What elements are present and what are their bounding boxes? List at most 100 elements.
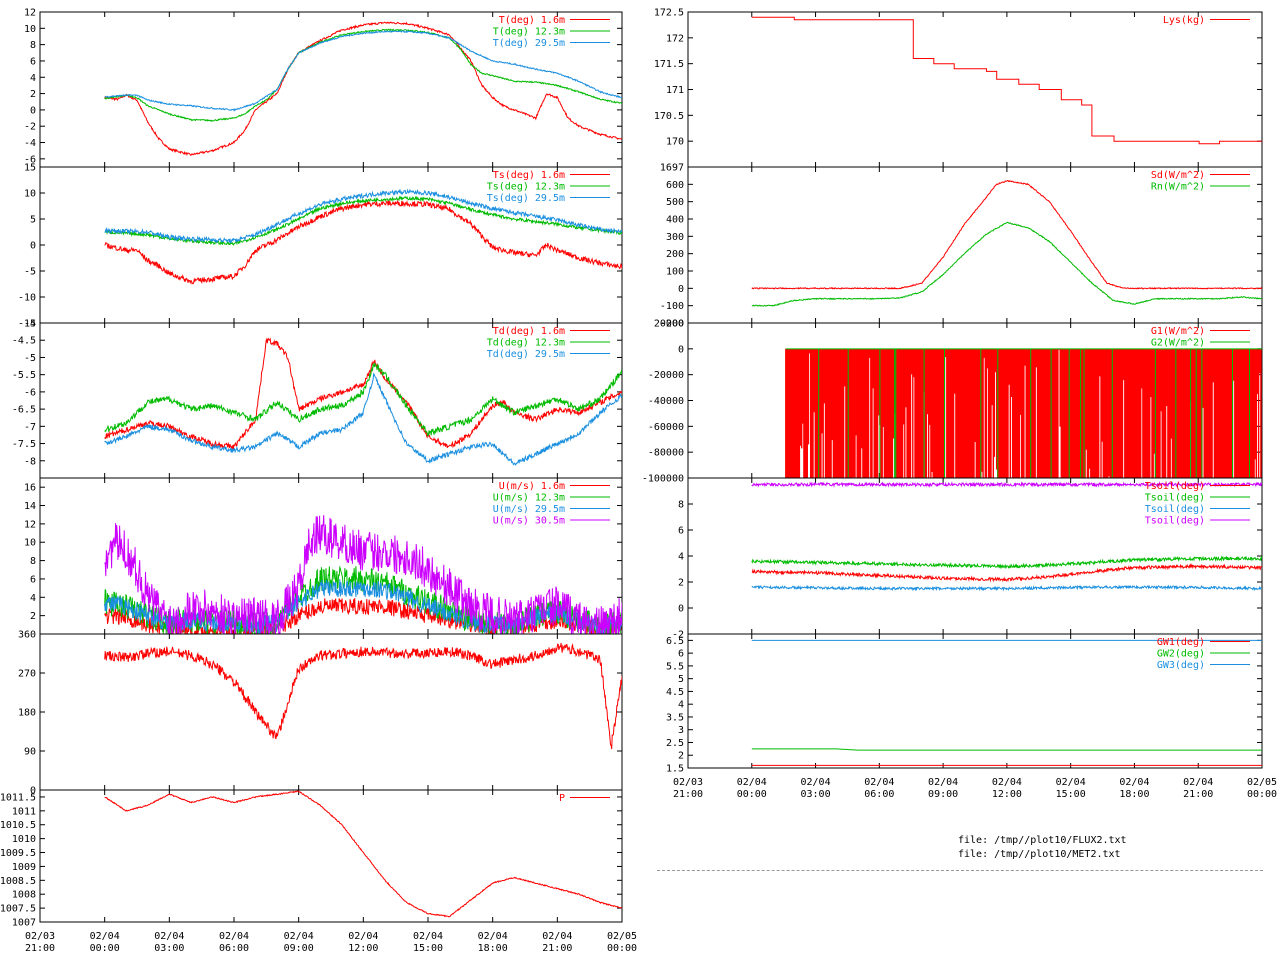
y-tick-label: -40000	[648, 396, 684, 407]
legend-label: Ts(deg) 1.6m	[493, 170, 565, 181]
panel-1: -6 -4 -2 0 2 4 6 8 10 12 T(deg) 1.6mT(deg) 12.3mT(…	[24, 8, 623, 168]
x-tick-label-date: 02/04	[219, 931, 249, 942]
y-tick-label: 6	[678, 526, 684, 537]
legend-label: Td(deg) 1.6m	[493, 326, 565, 337]
panel-frame	[687, 633, 1263, 769]
y-tick-label: 6.5	[666, 636, 684, 647]
y-tick-label: 0	[678, 344, 684, 355]
x-tick-label-date: 02/05	[607, 931, 637, 942]
y-tick-label: 15	[24, 163, 36, 174]
series-line-blue	[751, 584, 1262, 592]
y-tick-label: 4	[30, 73, 36, 84]
y-tick-label: -2	[24, 122, 36, 133]
y-tick-label: 8	[30, 40, 36, 51]
series-line-green	[104, 361, 622, 437]
y-tick-label: 4	[678, 552, 684, 563]
y-tick-label: 0	[678, 284, 684, 295]
y-tick-label: 1.5	[666, 764, 684, 775]
y-tick-label: -10	[18, 293, 36, 304]
y-tick-label: -15	[18, 319, 36, 330]
y-tick-label: 200	[666, 249, 684, 260]
x-tick-label-time: 00:00	[90, 943, 120, 954]
panel-5: 0 90 180 270 360	[18, 630, 623, 797]
x-tick-label-date: 02/04	[90, 931, 120, 942]
y-tick-label: 0	[30, 105, 36, 116]
data-area	[104, 790, 622, 918]
y-tick-label: 2	[30, 89, 36, 100]
legend-label: T(deg) 12.3m	[493, 27, 565, 38]
legend-label: Td(deg) 12.3m	[487, 338, 565, 349]
series-red-bars	[785, 348, 1262, 478]
x-tick-label-date: 02/04	[1183, 777, 1213, 788]
y-tick-label: 1011	[12, 806, 36, 817]
y-tick-label: -6	[24, 154, 36, 165]
legend-label: U(m/s) 29.5m	[493, 504, 565, 515]
series-line-magenta	[104, 515, 622, 634]
legend-label: U(m/s) 1.6m	[499, 481, 565, 492]
data-area	[751, 179, 1262, 307]
data-area	[751, 16, 1262, 145]
legend-label: Tsoil(deg)	[1145, 493, 1205, 504]
y-tick-label: 0	[30, 241, 36, 252]
y-tick-label: 180	[18, 708, 36, 719]
y-tick-label: 1011.5	[0, 792, 36, 803]
y-tick-label: -5.5	[12, 370, 36, 381]
y-tick-label: -20000	[648, 370, 684, 381]
y-tick-label: 300	[666, 232, 684, 243]
legend-label: GW2(deg)	[1157, 649, 1205, 660]
panel-7: 170 170.5 171 171.5 172 172.5 Lys(kg)	[654, 8, 1263, 168]
x-tick-label-time: 18:00	[478, 943, 508, 954]
y-tick-label: 3.5	[666, 712, 684, 723]
legend-label: Sd(W/m^2)	[1151, 170, 1205, 181]
x-tick-label-date: 02/04	[992, 777, 1022, 788]
series-line-red	[104, 337, 622, 450]
legend-label: G1(W/m^2)	[1151, 326, 1205, 337]
y-tick-label: 0	[678, 604, 684, 615]
panel-8: -200 -100 0 100 200 300 400 500 600 1697 Sd(W/m^2)…	[660, 163, 1263, 330]
x-tick-label-date: 02/04	[542, 931, 572, 942]
data-area	[104, 515, 622, 634]
x-tick-label-date: 02/04	[1056, 777, 1086, 788]
series-line-green	[751, 748, 1262, 751]
legend-label: Rn(W/m^2)	[1151, 182, 1205, 193]
y-tick-label: 1008.5	[0, 876, 36, 887]
x-tick-label-date: 02/04	[1119, 777, 1149, 788]
data-area	[751, 481, 1262, 592]
y-tick-label: -2	[672, 630, 684, 641]
y-tick-label: 8	[678, 500, 684, 511]
y-tick-label: -4.5	[12, 336, 36, 347]
x-tick-label-time: 15:00	[413, 943, 443, 954]
series-line-red	[751, 179, 1262, 290]
x-tick-label-date: 02/04	[348, 931, 378, 942]
y-tick-label: 90	[24, 747, 36, 758]
x-tick-label-time: 12:00	[992, 789, 1022, 800]
panel-3: -8-7.5-7-6.5-6-5.5-5-4.5-4Td(deg) 1.6mTd…	[12, 319, 623, 479]
panel-frame	[687, 11, 1263, 168]
y-tick-label: 172.5	[654, 8, 684, 19]
y-tick-label: 170.5	[654, 111, 684, 122]
panel-10: -202468Tsoil(deg)Tsoil(deg)Tsoil(deg)Tso…	[672, 477, 1263, 641]
y-tick-label: -6.5	[12, 405, 36, 416]
y-tick-label: 1010.5	[0, 820, 36, 831]
y-tick-label: 100	[666, 267, 684, 278]
y-tick-label: -7	[24, 422, 36, 433]
legend-label: GW1(deg)	[1157, 637, 1205, 648]
x-tick-label-time: 21:00	[1183, 789, 1213, 800]
y-tick-label: -100	[660, 301, 684, 312]
x-tick-label-time: 21:00	[673, 789, 703, 800]
x-tick-label-date: 02/03	[673, 777, 703, 788]
series-line-blue	[104, 579, 622, 634]
y-tick-label: -200	[660, 319, 684, 330]
y-tick-label: 600	[666, 180, 684, 191]
file-name-flux: file: /tmp//plot10/FLUX2.txt	[958, 835, 1127, 846]
y-tick-label: 171	[666, 85, 684, 96]
series-line-red	[104, 21, 622, 157]
y-tick-label: 6	[30, 56, 36, 67]
y-tick-label: 1007	[12, 918, 36, 929]
data-area	[104, 642, 622, 750]
y-tick-label: 1007.5	[0, 904, 36, 915]
y-tick-label: -6	[24, 387, 36, 398]
series-line-green	[104, 195, 622, 246]
